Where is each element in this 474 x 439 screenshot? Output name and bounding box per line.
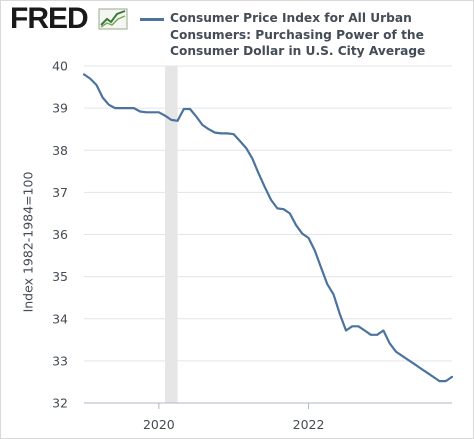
y-tick-label: 34 [52, 311, 68, 326]
x-tick-label: 2022 [293, 417, 325, 432]
fred-logo-text: FRED [10, 2, 89, 35]
chart-header: FRED Consumer Price Index for All Urban … [10, 2, 465, 60]
series-line [82, 73, 454, 383]
y-tick-label: 33 [52, 353, 68, 368]
legend-swatch [140, 18, 164, 21]
y-tick-label: 37 [52, 185, 68, 200]
y-tick-label: 39 [52, 101, 68, 116]
line-chart-icon [98, 8, 128, 30]
y-tick-label: 38 [52, 143, 68, 158]
series-layer [82, 73, 454, 383]
recession-band [165, 66, 178, 403]
y-tick-label: 32 [52, 396, 68, 411]
y-tick-label: 35 [52, 269, 68, 284]
legend-label: Consumer Price Index for All Urban Consu… [170, 11, 426, 58]
y-tick-label: 36 [52, 227, 68, 242]
recession-layer [165, 66, 178, 403]
axis-layer: 32 33 34 35 36 37 38 39 40 2020 2022 [52, 59, 452, 432]
y-tick-label: 40 [52, 59, 68, 74]
x-tick-label: 2020 [143, 417, 175, 432]
